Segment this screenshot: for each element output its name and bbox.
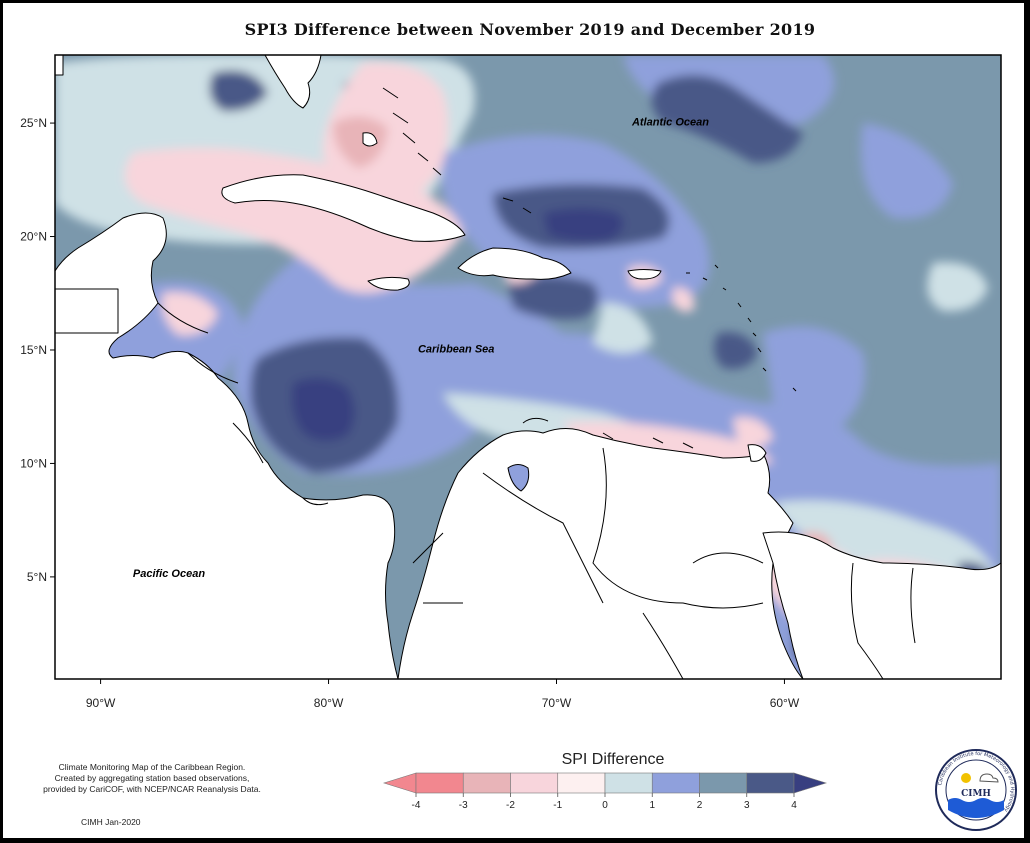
legend-swatch bbox=[510, 772, 559, 794]
legend-tick-label: -2 bbox=[506, 800, 515, 811]
logo-text: CIMH bbox=[961, 789, 991, 799]
legend-tick-label: 0 bbox=[602, 800, 608, 811]
sun-icon bbox=[961, 773, 971, 783]
lat-tick-label: 5°N bbox=[27, 570, 47, 584]
note-line: Climate Monitoring Map of the Caribbean … bbox=[58, 762, 246, 772]
wave-icon bbox=[948, 798, 1004, 818]
map-credit: CIMH Jan-2020 bbox=[81, 817, 141, 827]
lat-tick-label: 10°N bbox=[20, 456, 47, 470]
note-line: provided by CariCOF, with NCEP/NCAR Rean… bbox=[43, 784, 261, 794]
lat-tick-label: 20°N bbox=[20, 230, 47, 244]
legend-swatch bbox=[415, 772, 464, 794]
legend-swatch bbox=[462, 772, 511, 794]
legend-tick-label: 4 bbox=[791, 800, 797, 811]
lat-tick-label: 25°N bbox=[20, 116, 47, 130]
lon-tick-label: 70°W bbox=[542, 696, 572, 710]
landmass-layer bbox=[55, 55, 1001, 679]
borders-layer bbox=[157, 87, 916, 679]
plot-border bbox=[54, 54, 1002, 680]
legend-swatch bbox=[382, 772, 417, 794]
lon-tick-label: 80°W bbox=[314, 696, 344, 710]
map-description: Climate Monitoring Map of the Caribbean … bbox=[27, 762, 277, 795]
legend-swatch bbox=[651, 772, 700, 794]
legend-tick-label: -4 bbox=[412, 800, 421, 811]
legend-swatch bbox=[699, 772, 748, 794]
map-frame: SPI3 Difference between November 2019 an… bbox=[3, 3, 1024, 838]
region-labels: Atlantic Ocean Caribbean Sea Pacific Ocean bbox=[133, 116, 709, 580]
legend-tick-label: 1 bbox=[649, 800, 655, 811]
legend-tick-label: -1 bbox=[553, 800, 562, 811]
lon-tick-label: 60°W bbox=[770, 696, 800, 710]
legend-tick-label: 3 bbox=[744, 800, 750, 811]
lat-tick-label: 15°N bbox=[20, 343, 47, 357]
legend-swatch bbox=[604, 772, 653, 794]
region-label: Pacific Ocean bbox=[133, 568, 205, 580]
latitude-axis: 25°N 20°N 15°N 10°N 5°N bbox=[20, 116, 55, 584]
legend-tick-label: 2 bbox=[697, 800, 703, 811]
legend-swatch bbox=[557, 772, 606, 794]
map-canvas: 90°W 80°W 70°W 60°W 25°N 20°N 15°N 10°N 5°N Atl… bbox=[20, 54, 1002, 811]
legend-swatch bbox=[746, 772, 795, 794]
legend-colorbar: -4 -3 -2 -1 0 1 2 3 4 bbox=[382, 772, 828, 811]
region-label: Caribbean Sea bbox=[418, 343, 494, 355]
legend-title: SPI Difference bbox=[561, 751, 665, 768]
cimh-logo: CIMH Caribbean Institute for Meteorology… bbox=[935, 749, 1017, 831]
legend-tick-label: -3 bbox=[459, 800, 468, 811]
region-label: Atlantic Ocean bbox=[631, 116, 709, 128]
longitude-axis: 90°W 80°W 70°W 60°W bbox=[86, 679, 800, 710]
cloud-icon bbox=[979, 773, 999, 783]
note-line: Created by aggregating station based obs… bbox=[54, 773, 250, 783]
map-title: SPI3 Difference between November 2019 an… bbox=[244, 20, 816, 39]
lon-tick-label: 90°W bbox=[86, 696, 116, 710]
legend-swatch bbox=[793, 772, 828, 794]
